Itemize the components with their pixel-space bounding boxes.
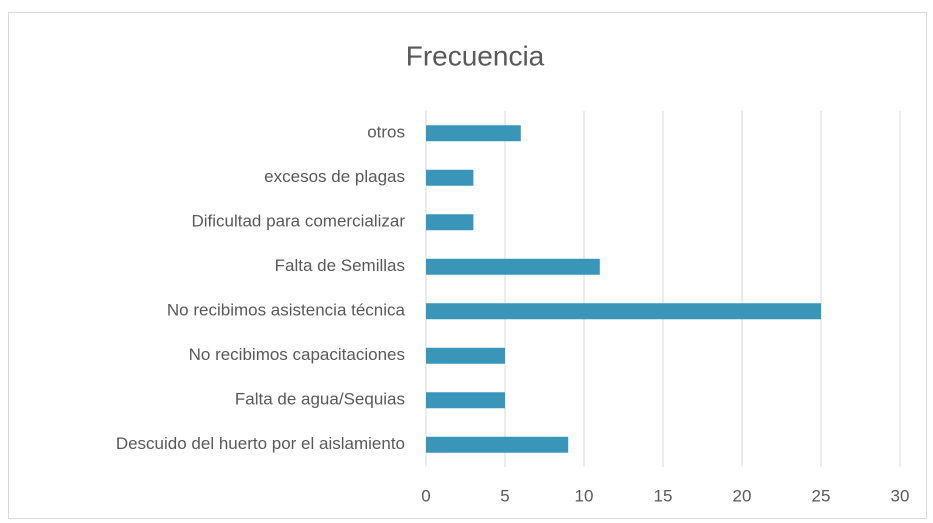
y-tick-label: Dificultad para comercializar xyxy=(191,212,405,231)
bar xyxy=(426,436,569,453)
y-tick-label: Descuido del huerto por el aislamiento xyxy=(116,434,405,453)
x-tick-label: 20 xyxy=(733,486,752,505)
bar xyxy=(426,303,821,320)
x-tick-label: 30 xyxy=(891,486,910,505)
bar xyxy=(426,347,505,364)
bar xyxy=(426,125,521,142)
y-tick-label: No recibimos asistencia técnica xyxy=(167,301,406,320)
bar xyxy=(426,214,474,231)
y-tick-label: otros xyxy=(367,123,405,142)
x-tick-label: 10 xyxy=(575,486,594,505)
y-tick-label: No recibimos capacitaciones xyxy=(189,345,405,364)
chart-title: Frecuencia xyxy=(406,40,545,71)
x-tick-label: 25 xyxy=(812,486,831,505)
bar xyxy=(426,169,474,186)
x-tick-label: 15 xyxy=(654,486,673,505)
y-tick-label: Falta de agua/Sequias xyxy=(235,390,405,409)
x-tick-label: 5 xyxy=(500,486,509,505)
bar xyxy=(426,392,505,409)
y-tick-label: excesos de plagas xyxy=(264,167,405,186)
x-tick-label: 0 xyxy=(421,486,430,505)
y-tick-label: Falta de Semillas xyxy=(275,256,405,275)
bar xyxy=(426,258,600,275)
